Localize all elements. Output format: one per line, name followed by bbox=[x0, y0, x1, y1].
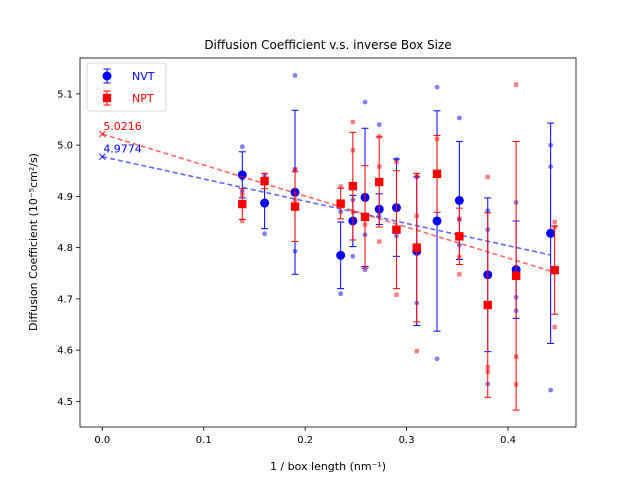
npt-mean-point bbox=[348, 181, 358, 191]
nvt-raw-point bbox=[434, 356, 440, 362]
nvt-raw-point bbox=[434, 84, 440, 90]
y-axis-label: Diffusion Coefficient (10⁻⁵cm²/s) bbox=[27, 153, 40, 331]
y-tick-label: 4.9 bbox=[57, 192, 73, 203]
axis-ticks: 0.0 0.1 0.2 0.3 0.4 4.5 4.6 4.7 4.8 4.9 5.0 5.1 bbox=[57, 89, 516, 446]
npt-raw-point bbox=[240, 218, 245, 224]
nvt-fit-line bbox=[102, 155, 551, 256]
chart-title: Diffusion Coefficient v.s. inverse Box S… bbox=[204, 38, 451, 52]
x-tick-label: 0.0 bbox=[94, 435, 110, 446]
legend-marker bbox=[102, 93, 112, 103]
axes-frame bbox=[79, 57, 577, 428]
nvt-intercept-stroke bbox=[98, 153, 106, 161]
legend-label-nvt: NVT bbox=[132, 70, 155, 83]
npt-fit-line bbox=[102, 133, 555, 274]
legend-label-npt: NPT bbox=[132, 92, 154, 105]
npt-mean-point bbox=[511, 271, 521, 281]
y-tick-label: 5.0 bbox=[57, 141, 73, 152]
x-tick-label: 0.3 bbox=[399, 435, 415, 446]
npt-raw-point bbox=[485, 174, 490, 180]
nvt-raw-point bbox=[362, 99, 368, 105]
npt-mean-point bbox=[260, 176, 269, 186]
npt-mean-point bbox=[412, 243, 421, 252]
npt-mean-point bbox=[392, 225, 401, 234]
npt-raw-point bbox=[394, 159, 399, 165]
npt-mean-point bbox=[336, 199, 345, 208]
nvt-raw-point bbox=[292, 73, 298, 78]
nvt-raw-point bbox=[548, 387, 554, 393]
x-tick-label: 0.2 bbox=[297, 435, 313, 446]
y-tick-label: 5.1 bbox=[57, 89, 73, 100]
legend-item-npt: NPT bbox=[102, 90, 154, 106]
nvt-raw-point bbox=[239, 144, 245, 150]
npt-raw-point bbox=[377, 134, 382, 139]
legend-item-nvt: NVT bbox=[102, 68, 155, 84]
npt-raw-point bbox=[338, 184, 343, 189]
nvt-intercept-label: 4.9774 bbox=[103, 143, 142, 156]
npt-mean-point bbox=[483, 300, 492, 310]
npt-mean-point bbox=[432, 169, 442, 179]
x-tick-label: 0.1 bbox=[196, 435, 212, 446]
npt-mean-point bbox=[290, 202, 300, 211]
npt-mean-point bbox=[238, 199, 247, 209]
npt-raw-point bbox=[394, 292, 399, 297]
nvt-mean-point bbox=[546, 228, 556, 238]
y-tick-label: 4.5 bbox=[57, 397, 73, 408]
nvt-mean-point bbox=[336, 250, 346, 260]
nvt-raw-point bbox=[350, 253, 356, 259]
npt-intercept-label: 5.0216 bbox=[103, 120, 142, 133]
nvt-mean-point bbox=[432, 216, 442, 226]
nvt-raw-point bbox=[376, 122, 382, 128]
nvt-raw-point bbox=[456, 115, 462, 121]
npt-raw-point bbox=[457, 272, 462, 277]
npt-raw-point bbox=[350, 119, 356, 125]
x-tick-label: 0.4 bbox=[500, 435, 516, 446]
legend: NVT NPT bbox=[86, 62, 167, 112]
y-tick-label: 4.6 bbox=[57, 346, 73, 357]
x-axis-label: 1 / box length (nm⁻¹) bbox=[270, 460, 386, 473]
legend-marker bbox=[102, 71, 112, 81]
plot-area: 4.9774 5.0216 bbox=[98, 73, 559, 411]
y-tick-label: 4.7 bbox=[57, 294, 73, 305]
npt-raw-point bbox=[513, 82, 519, 87]
npt-raw-point bbox=[552, 324, 557, 330]
npt-intercept-stroke bbox=[98, 130, 106, 138]
nvt-intercept-marker bbox=[98, 153, 106, 161]
nvt-mean-point bbox=[260, 198, 270, 208]
nvt-mean-point bbox=[237, 170, 247, 180]
npt-mean-point bbox=[375, 177, 384, 187]
npt-raw-point bbox=[552, 219, 557, 225]
y-tick-label: 4.8 bbox=[57, 243, 73, 254]
npt-raw-point bbox=[377, 239, 382, 244]
nvt-mean-point bbox=[454, 195, 464, 205]
npt-intercept-marker bbox=[98, 130, 106, 138]
npt-mean-point bbox=[455, 232, 464, 241]
nvt-raw-point bbox=[338, 291, 344, 297]
nvt-raw-point bbox=[262, 231, 268, 237]
npt-mean-point bbox=[360, 212, 370, 222]
npt-raw-point bbox=[292, 167, 298, 172]
npt-mean-point bbox=[550, 265, 559, 275]
npt-raw-point bbox=[414, 348, 419, 354]
